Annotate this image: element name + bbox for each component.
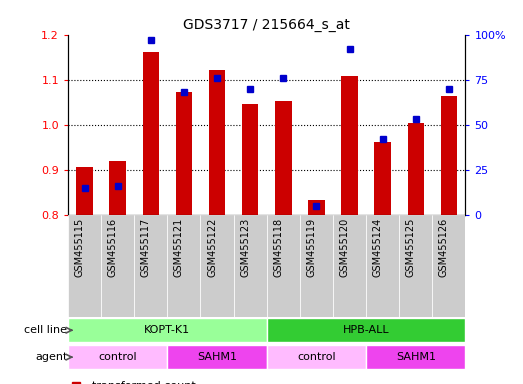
FancyBboxPatch shape xyxy=(433,215,465,317)
Bar xyxy=(209,70,225,215)
Text: GSM455115: GSM455115 xyxy=(75,218,85,277)
FancyBboxPatch shape xyxy=(167,215,200,317)
Bar xyxy=(242,104,258,215)
Text: GSM455116: GSM455116 xyxy=(108,218,118,277)
Title: GDS3717 / 215664_s_at: GDS3717 / 215664_s_at xyxy=(183,18,350,32)
Bar xyxy=(275,101,292,215)
Text: GSM455126: GSM455126 xyxy=(439,218,449,277)
FancyBboxPatch shape xyxy=(267,345,366,369)
FancyBboxPatch shape xyxy=(234,215,267,317)
Bar xyxy=(407,123,424,215)
Bar xyxy=(176,92,192,215)
FancyBboxPatch shape xyxy=(101,215,134,317)
Text: control: control xyxy=(98,352,137,362)
FancyBboxPatch shape xyxy=(267,318,465,343)
Text: GSM455118: GSM455118 xyxy=(274,218,283,277)
Text: cell line: cell line xyxy=(25,325,67,335)
Text: KOPT-K1: KOPT-K1 xyxy=(144,325,190,335)
FancyBboxPatch shape xyxy=(68,345,167,369)
FancyBboxPatch shape xyxy=(399,215,433,317)
FancyBboxPatch shape xyxy=(68,318,267,343)
FancyBboxPatch shape xyxy=(134,215,167,317)
Text: SAHM1: SAHM1 xyxy=(197,352,237,362)
Text: SAHM1: SAHM1 xyxy=(396,352,436,362)
Text: GSM455119: GSM455119 xyxy=(306,218,316,277)
Text: HPB-ALL: HPB-ALL xyxy=(343,325,390,335)
Text: GSM455124: GSM455124 xyxy=(373,218,383,277)
FancyBboxPatch shape xyxy=(366,345,465,369)
FancyBboxPatch shape xyxy=(267,215,300,317)
Text: GSM455120: GSM455120 xyxy=(339,218,349,277)
FancyBboxPatch shape xyxy=(366,215,399,317)
Bar xyxy=(308,200,325,215)
Text: GSM455121: GSM455121 xyxy=(174,218,184,277)
Bar xyxy=(440,96,457,215)
Text: GSM455122: GSM455122 xyxy=(207,218,217,278)
Text: GSM455123: GSM455123 xyxy=(240,218,250,277)
Text: GSM455117: GSM455117 xyxy=(141,218,151,277)
Bar xyxy=(142,52,159,215)
Bar xyxy=(76,167,93,215)
FancyBboxPatch shape xyxy=(300,215,333,317)
Text: agent: agent xyxy=(35,352,67,362)
FancyBboxPatch shape xyxy=(167,345,267,369)
Text: GSM455125: GSM455125 xyxy=(406,218,416,278)
FancyBboxPatch shape xyxy=(68,215,101,317)
FancyBboxPatch shape xyxy=(333,215,366,317)
Text: control: control xyxy=(297,352,336,362)
Bar xyxy=(341,76,358,215)
Bar xyxy=(374,142,391,215)
Bar xyxy=(109,161,126,215)
FancyBboxPatch shape xyxy=(200,215,234,317)
Text: transformed count: transformed count xyxy=(92,381,196,384)
